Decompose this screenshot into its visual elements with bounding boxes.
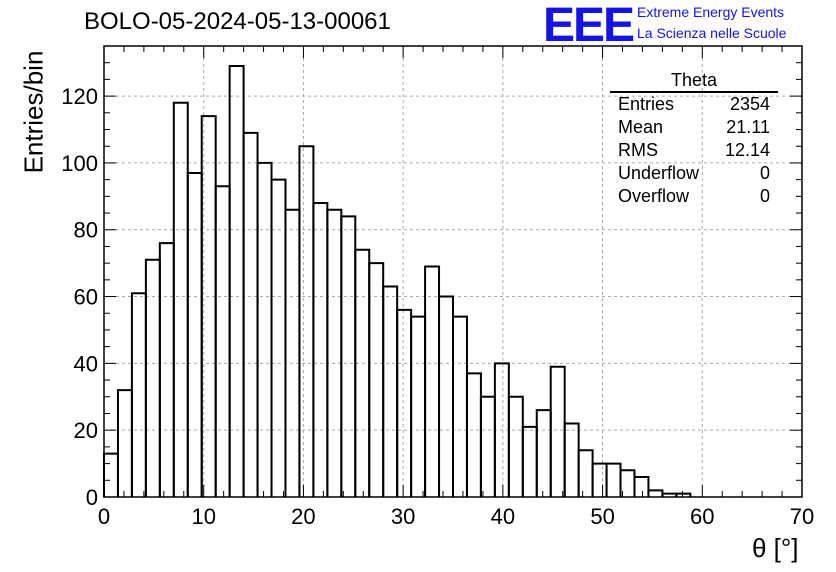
plot-frame	[103, 45, 803, 498]
histogram-bin	[298, 145, 315, 497]
stats-label: Entries	[618, 94, 675, 114]
stats-row-rms: RMS 12.14	[610, 139, 778, 162]
stats-box: Theta Entries 2354 Mean 21.11 RMS 12.14 …	[610, 70, 778, 208]
histogram-bin	[284, 208, 301, 497]
stats-row-entries: Entries 2354	[610, 93, 778, 116]
histogram-bin	[479, 395, 496, 497]
stats-value: 12.14	[724, 140, 770, 160]
x-tick-label: 10	[191, 504, 215, 529]
stats-label: RMS	[618, 140, 658, 160]
histogram-bin	[396, 308, 413, 497]
histogram-bin	[130, 292, 147, 497]
x-tick-label: 40	[491, 504, 515, 529]
histogram-bin	[521, 425, 538, 497]
y-tick-label: 20	[74, 418, 98, 443]
histogram-bin	[647, 489, 664, 497]
histogram-bin	[465, 372, 482, 497]
logo-line-1: Extreme Energy Events	[637, 4, 785, 20]
histogram-bin	[535, 409, 552, 497]
stats-row-underflow: Underflow 0	[610, 162, 778, 185]
stats-label: Overflow	[618, 186, 690, 206]
histogram-bin	[242, 131, 259, 497]
histogram-bin	[172, 101, 189, 497]
histogram-bin	[633, 475, 650, 497]
y-tick-label: 80	[74, 218, 98, 243]
stats-value: 21.11	[726, 117, 770, 137]
y-tick-label: 100	[61, 151, 98, 176]
x-tick-label: 50	[590, 504, 614, 529]
histogram-bin	[228, 65, 245, 497]
x-tick-label: 70	[790, 504, 814, 529]
histogram-bin	[410, 315, 427, 497]
histogram-bin	[340, 215, 357, 497]
chart-title: BOLO-05-2024-05-13-00061	[84, 8, 391, 35]
stats-row-overflow: Overflow 0	[610, 185, 778, 208]
x-tick-label: 60	[690, 504, 714, 529]
histogram-bin	[186, 171, 203, 497]
stats-label: Mean	[618, 117, 664, 137]
x-tick-label: 20	[291, 504, 315, 529]
histogram-bin	[368, 262, 385, 497]
histogram-bin	[382, 285, 399, 497]
stats-value: 0	[759, 163, 770, 183]
stats-value: 0	[759, 186, 770, 206]
histogram-bin	[605, 462, 622, 497]
histogram-bin	[563, 422, 580, 497]
stats-title: Theta	[610, 70, 778, 93]
y-axis-label: Entries/bin	[18, 50, 49, 174]
histogram-bin	[326, 208, 343, 497]
histogram-bin	[103, 452, 119, 497]
histogram-bin	[312, 202, 329, 497]
histogram-bin	[214, 185, 231, 497]
y-tick-label: 120	[61, 84, 98, 109]
histogram-bin	[270, 178, 287, 497]
histogram-bin	[116, 389, 133, 497]
histogram-bin	[256, 161, 273, 497]
histogram-bin	[144, 258, 161, 497]
y-tick-label: 0	[86, 485, 98, 510]
eee-logo: EEE	[543, 0, 635, 52]
stats-value: 2354	[729, 94, 770, 114]
histogram-bin	[424, 265, 441, 497]
stats-row-mean: Mean 21.11	[610, 116, 778, 139]
y-tick-label: 40	[74, 351, 98, 376]
histogram-bin	[577, 449, 594, 497]
histogram-bin	[354, 248, 371, 497]
histogram-bin	[591, 462, 608, 497]
logo-line-2: La Scienza nelle Scuole	[637, 25, 787, 41]
histogram-bin	[675, 492, 692, 497]
x-axis-label: θ [°]	[752, 533, 799, 563]
histogram-bin	[158, 242, 175, 497]
y-tick-label: 60	[74, 285, 98, 310]
histogram-bin	[507, 395, 524, 497]
stats-label: Underflow	[618, 163, 700, 183]
x-tick-label: 0	[98, 504, 110, 529]
histogram-bin	[549, 365, 566, 497]
x-tick-label: 30	[391, 504, 415, 529]
histogram-bin	[438, 295, 454, 497]
histogram-bin	[452, 315, 468, 497]
